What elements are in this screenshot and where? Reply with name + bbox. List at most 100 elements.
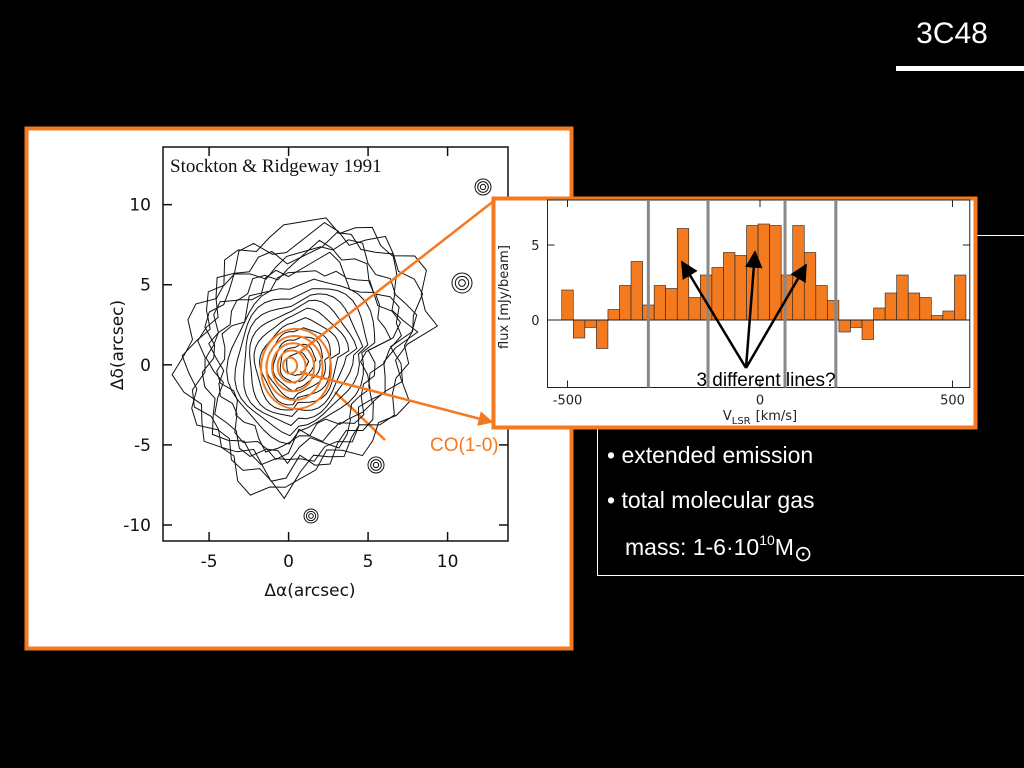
x-label-unit: [km/s] <box>756 409 798 424</box>
bar <box>723 252 736 321</box>
mass-line: mass: 1-6·1010M⊙ <box>625 532 812 566</box>
bar <box>815 285 828 321</box>
bar <box>838 319 851 333</box>
arrow <box>744 250 763 369</box>
y-tick-label: 5 <box>140 276 151 296</box>
co-annotation: CO(1-0) <box>430 435 499 456</box>
contour-figure: Stockton & Ridgeway 1991 Δα(arcsec) Δδ(a… <box>24 126 574 651</box>
bar <box>861 319 874 340</box>
contour <box>372 461 380 469</box>
x-tick-label: -5 <box>201 552 218 572</box>
mass-text: mass: 1-6·10 <box>625 534 759 560</box>
contour <box>191 232 418 482</box>
credit: Stockton & Ridgeway 1991 <box>170 156 382 177</box>
contour <box>249 299 358 417</box>
title-underline <box>896 66 1024 71</box>
y-tick-label: 5 <box>531 239 539 254</box>
sun-symbol: ⊙ <box>794 541 812 566</box>
contour <box>272 336 324 392</box>
y-tick-label: 0 <box>140 356 151 376</box>
co-contour <box>276 349 307 384</box>
contour <box>305 510 317 522</box>
contour <box>201 239 419 466</box>
bar <box>584 319 597 328</box>
bullet: • extended emission <box>607 442 813 468</box>
bullet: • total molecular gas <box>607 487 814 513</box>
spectrum-annotation: 3 different lines? <box>696 370 835 391</box>
bar <box>850 319 863 328</box>
spectrum-figure: flux [mJy/beam] VLSR [km/s] -500 0 500 5 0 3 d… <box>299 196 978 430</box>
y-tick-label: 10 <box>129 196 151 216</box>
plot-frame <box>547 199 971 388</box>
y-tick-label: -10 <box>123 516 151 536</box>
contour <box>303 508 319 524</box>
bar <box>769 225 782 321</box>
bar <box>757 223 770 321</box>
y-axis-label: Δδ(arcsec) <box>108 300 128 390</box>
y-tick-label: 0 <box>531 314 539 329</box>
bar <box>954 274 967 321</box>
arrow <box>744 263 808 369</box>
bar <box>596 319 609 349</box>
contour <box>474 178 492 196</box>
x-tick-label: 500 <box>940 394 965 409</box>
x-axis-label: VLSR [km/s] <box>723 409 797 427</box>
unit: M <box>775 534 794 560</box>
x-axis-label: Δα(arcsec) <box>264 581 355 601</box>
co-contour <box>265 335 324 402</box>
bar <box>896 274 909 321</box>
bar <box>676 228 690 321</box>
pointer <box>334 391 386 441</box>
bar <box>884 292 897 321</box>
contour <box>205 239 402 465</box>
bar <box>734 255 747 321</box>
contour <box>477 181 489 193</box>
bar <box>942 310 955 321</box>
bar <box>619 285 632 321</box>
y-axis-label: flux [mJy/beam] <box>497 245 512 349</box>
bar <box>572 319 586 339</box>
x-label-main: V <box>723 409 732 424</box>
co-contour <box>282 356 299 375</box>
bar <box>653 285 666 321</box>
x-tick-label: 0 <box>283 552 294 572</box>
contour <box>243 293 364 427</box>
x-tick-label: 5 <box>363 552 374 572</box>
bar <box>931 315 944 321</box>
slide-title: 3C48 <box>916 17 988 50</box>
contour <box>458 279 466 287</box>
bar <box>919 297 932 321</box>
co-contour <box>271 342 316 393</box>
bar <box>803 252 817 321</box>
bar <box>873 307 886 321</box>
contour <box>370 459 382 471</box>
x-tick-label: -500 <box>553 394 583 409</box>
bar <box>561 289 574 321</box>
x-tick-label: 0 <box>756 394 764 409</box>
contour <box>226 278 376 445</box>
bar <box>688 297 701 321</box>
bar <box>907 292 921 321</box>
contour <box>208 251 402 461</box>
contour <box>454 275 470 291</box>
bar <box>630 261 643 321</box>
bar <box>665 288 678 321</box>
x-tick-label: 10 <box>437 552 459 572</box>
zoom-line <box>299 199 496 353</box>
contour <box>451 272 473 294</box>
contour <box>479 183 487 191</box>
arrow <box>680 260 748 369</box>
contour <box>171 217 439 496</box>
bar <box>607 309 620 321</box>
exponent: 10 <box>759 532 775 548</box>
contour <box>308 513 314 519</box>
figure-frame <box>24 126 574 651</box>
contour <box>181 221 424 500</box>
x-label-sub: LSR <box>732 416 751 427</box>
zoom-line <box>299 370 494 426</box>
contour <box>258 317 340 406</box>
co-contour <box>260 327 333 410</box>
y-tick-label: -5 <box>134 436 151 456</box>
contour <box>367 456 385 474</box>
